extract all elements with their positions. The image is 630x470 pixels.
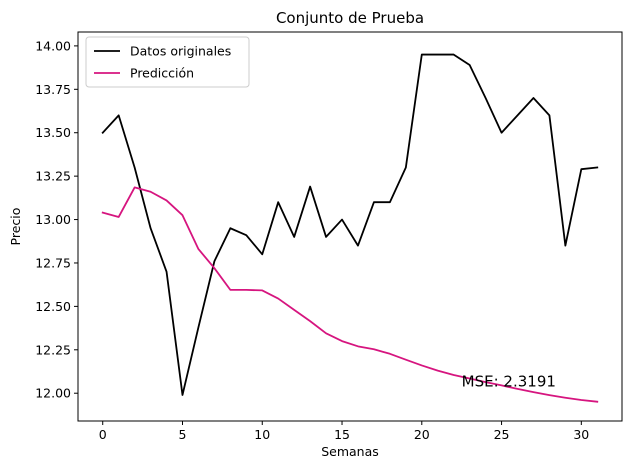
y-axis-label: Precio [8, 208, 23, 246]
legend: Datos originales Predicción [85, 36, 250, 88]
y-tick-label: 14.00 [35, 38, 71, 53]
legend-label: Datos originales [130, 44, 231, 59]
x-tick-label: 10 [254, 427, 270, 442]
y-tick-label: 13.25 [35, 169, 71, 184]
x-tick-label: 20 [414, 427, 430, 442]
x-tick-label: 0 [99, 427, 107, 442]
x-tick-label: 5 [179, 427, 187, 442]
x-axis-label: Semanas [321, 444, 379, 459]
y-tick-label: 12.50 [35, 299, 71, 314]
series-layer [101, 53, 599, 403]
legend-box [85, 36, 250, 88]
y-tick-label: 12.25 [35, 342, 71, 357]
x-tick-label: 25 [494, 427, 510, 442]
y-axis: 12.00 12.25 12.50 12.75 13.00 13.25 13.50 13.75… [35, 38, 78, 401]
plot-frame [77, 31, 623, 422]
x-tick-label: 15 [334, 427, 350, 442]
plot-area [78, 32, 622, 421]
y-tick-label: 13.00 [35, 212, 71, 227]
x-axis: 0 5 10 15 20 25 30 [99, 421, 589, 442]
y-tick-label: 13.50 [35, 125, 71, 140]
chart-title: Conjunto de Prueba [276, 9, 424, 27]
y-tick-label: 12.00 [35, 386, 71, 401]
legend-label: Predicción [130, 66, 194, 81]
series-line-prediction [101, 186, 599, 403]
mse-annotation: MSE: 2.3191 [462, 372, 556, 390]
y-tick-label: 12.75 [35, 255, 71, 270]
y-tick-label: 13.75 [35, 82, 71, 97]
annotation-layer: MSE: 2.3191 [462, 372, 556, 390]
series-line-original [101, 53, 599, 396]
x-tick-label: 30 [573, 427, 589, 442]
